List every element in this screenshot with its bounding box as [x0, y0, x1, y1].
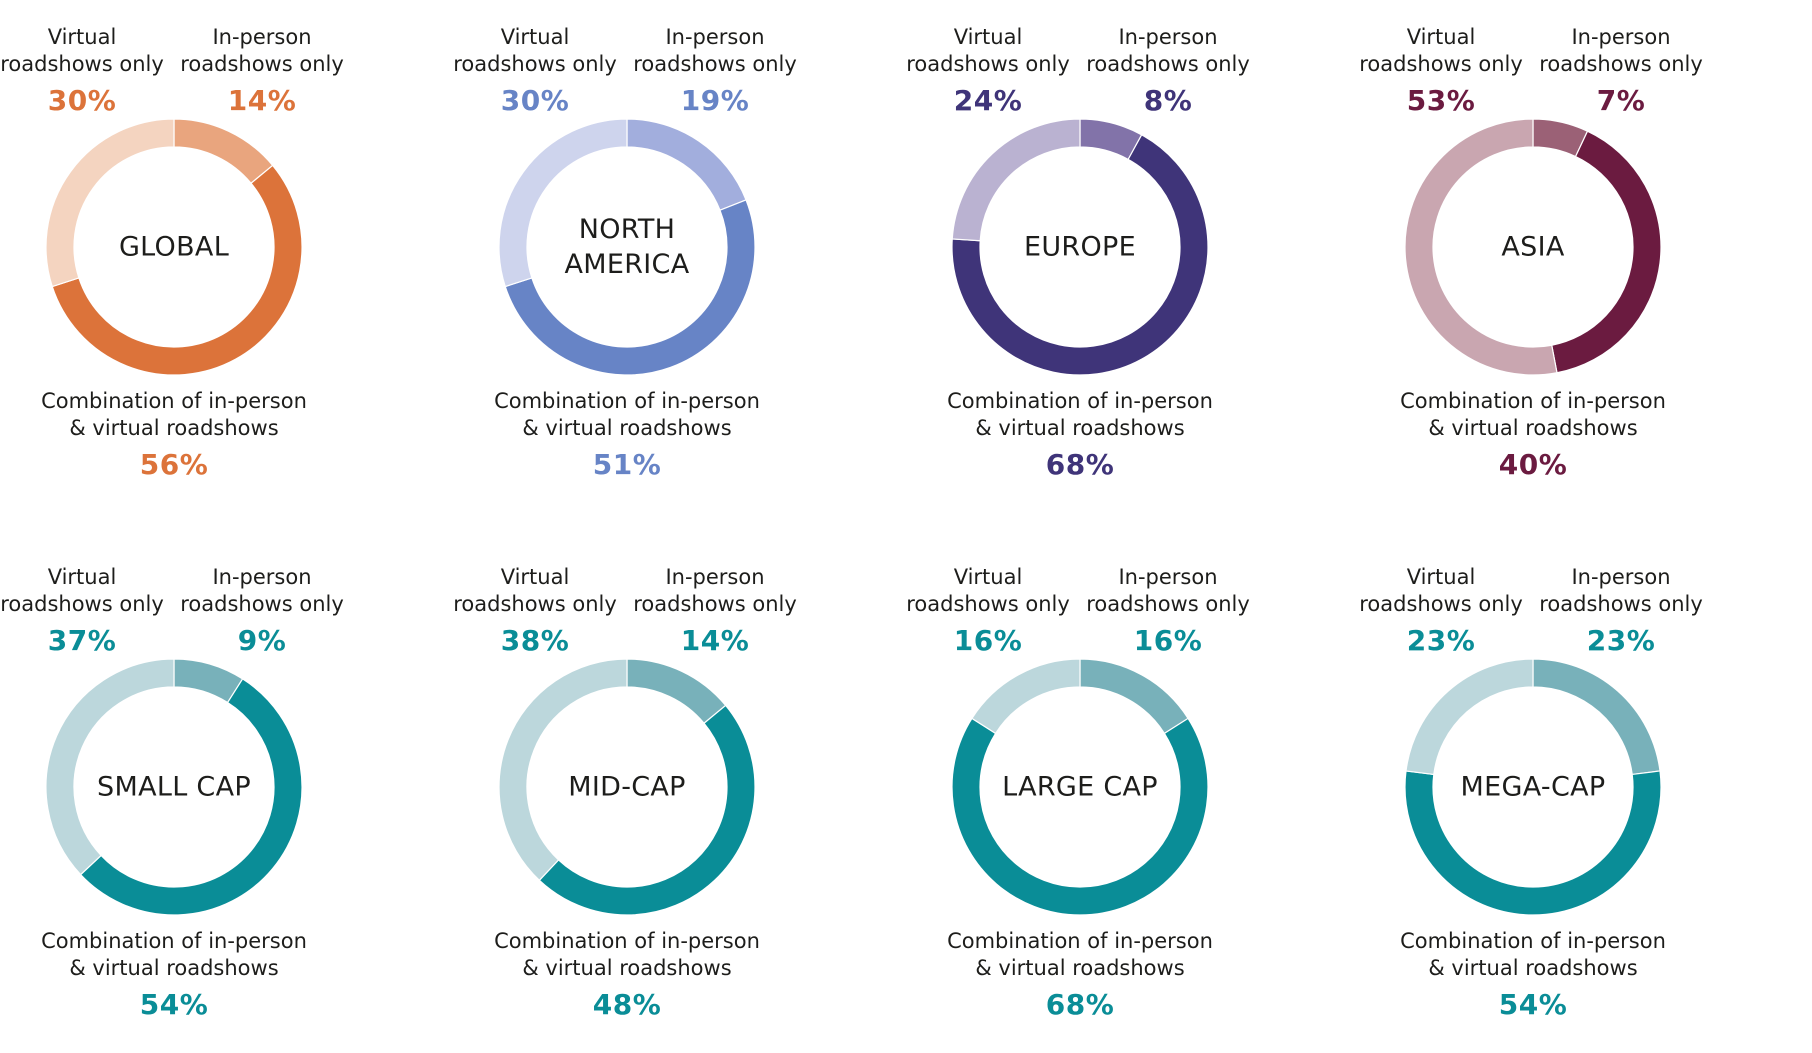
donut-panel-north-america: NORTH AMERICA In-person roadshows only 19%…: [453, 0, 906, 513]
label-combination: Combination of in-person & virtual roads…: [494, 389, 760, 440]
data-label-combination: 54%: [139, 988, 209, 1021]
label-combination: Combination of in-person & virtual roads…: [947, 389, 1213, 440]
data-label-in-person: 7%: [1596, 84, 1646, 117]
label-virtual: Virtual roadshows only: [0, 565, 164, 616]
donut-center-title: MEGA-CAP: [1460, 771, 1606, 803]
label-combination: Combination of in-person & virtual roads…: [1400, 389, 1666, 440]
label-in-person: In-person roadshows only: [1539, 565, 1703, 616]
donut-center-title: EUROPE: [1024, 231, 1136, 263]
label-in-person: In-person roadshows only: [1086, 565, 1250, 616]
label-virtual: Virtual roadshows only: [906, 25, 1070, 76]
donut-chart: [1404, 118, 1662, 376]
donut-slice-combination: [1551, 130, 1662, 374]
donut-chart: [45, 658, 303, 916]
donut-slice-combination: [51, 164, 303, 376]
donut-slice-virtual: [498, 658, 628, 882]
donut-slice-virtual: [45, 658, 175, 876]
donut-panel-small-cap: SMALL CAP In-person roadshows only 9% Combi…: [0, 540, 453, 1053]
donut-chart: [1404, 658, 1662, 916]
data-label-virtual: 16%: [953, 624, 1023, 657]
label-in-person: In-person roadshows only: [1539, 25, 1703, 76]
label-in-person: In-person roadshows only: [180, 25, 344, 76]
data-label-in-person: 19%: [680, 84, 750, 117]
donut-slice-in-person: [173, 118, 274, 185]
donut-slice-in-person: [1532, 658, 1661, 776]
data-label-virtual: 53%: [1406, 84, 1476, 117]
donut-panel-asia: ASIA In-person roadshows only 7% Combinatio…: [1359, 0, 1812, 513]
donut-chart: [498, 118, 756, 376]
donut-chart: [951, 118, 1209, 376]
donut-center-title: NORTH AMERICA: [564, 214, 690, 280]
data-label-in-person: 14%: [680, 624, 750, 657]
donut-slice-combination: [951, 134, 1209, 376]
donut-slice-combination: [1404, 770, 1662, 916]
label-combination: Combination of in-person & virtual roads…: [947, 929, 1213, 980]
data-label-in-person: 23%: [1586, 624, 1656, 657]
donut-slice-in-person: [626, 658, 727, 725]
donut-slice-virtual: [498, 118, 628, 288]
donut-panel-mid-cap: MID-CAP In-person roadshows only 14% Combin…: [453, 540, 906, 1053]
donut-slice-combination: [951, 717, 1209, 916]
label-combination: Combination of in-person & virtual roads…: [41, 389, 307, 440]
donut-center-title: LARGE CAP: [1002, 771, 1158, 803]
label-virtual: Virtual roadshows only: [1359, 565, 1523, 616]
data-label-combination: 51%: [592, 448, 662, 481]
donut-slice-combination: [79, 678, 303, 916]
label-virtual: Virtual roadshows only: [453, 565, 617, 616]
label-in-person: In-person roadshows only: [633, 565, 797, 616]
data-label-in-person: 9%: [237, 624, 287, 657]
data-label-virtual: 38%: [500, 624, 570, 657]
data-label-in-person: 8%: [1143, 84, 1193, 117]
donut-center-title: MID-CAP: [568, 771, 686, 803]
label-virtual: Virtual roadshows only: [906, 565, 1070, 616]
donut-slice-in-person: [1079, 658, 1189, 735]
data-label-virtual: 30%: [500, 84, 570, 117]
label-virtual: Virtual roadshows only: [0, 25, 164, 76]
label-in-person: In-person roadshows only: [1086, 25, 1250, 76]
donut-chart: [498, 658, 756, 916]
label-virtual: Virtual roadshows only: [453, 25, 617, 76]
donut-center-title: SMALL CAP: [97, 771, 251, 803]
donut-center-title: ASIA: [1501, 231, 1565, 263]
label-in-person: In-person roadshows only: [633, 25, 797, 76]
data-label-combination: 54%: [1498, 988, 1568, 1021]
donut-center-title: GLOBAL: [118, 231, 230, 263]
donut-chart: [45, 118, 303, 376]
donut-slice-virtual: [45, 118, 175, 288]
data-label-virtual: 37%: [47, 624, 117, 657]
data-label-virtual: 30%: [47, 84, 117, 117]
label-in-person: In-person roadshows only: [180, 565, 344, 616]
donut-panel-large-cap: LARGE CAP In-person roadshows only 16% Comb…: [906, 540, 1359, 1053]
donut-panel-global: GLOBAL In-person roadshows only 14% Combina…: [0, 0, 453, 513]
donut-slice-combination: [504, 199, 756, 376]
donut-chart: [951, 658, 1209, 916]
data-label-virtual: 23%: [1406, 624, 1476, 657]
label-virtual: Virtual roadshows only: [1359, 25, 1523, 76]
donut-slice-combination: [538, 704, 756, 916]
donut-slice-virtual: [1405, 658, 1534, 776]
data-label-combination: 68%: [1045, 448, 1115, 481]
data-label-virtual: 24%: [953, 84, 1023, 117]
donut-slice-virtual: [971, 658, 1081, 735]
donut-panel-europe: EUROPE In-person roadshows only 8% Combinat…: [906, 0, 1359, 513]
label-combination: Combination of in-person & virtual roads…: [1400, 929, 1666, 980]
data-label-combination: 48%: [592, 988, 662, 1021]
donut-slice-virtual: [1404, 118, 1558, 376]
data-label-in-person: 16%: [1133, 624, 1203, 657]
donut-slice-in-person: [626, 118, 747, 211]
donut-panel-mega-cap: MEGA-CAP In-person roadshows only 23% Combi…: [1359, 540, 1812, 1053]
label-combination: Combination of in-person & virtual roads…: [494, 929, 760, 980]
data-label-combination: 40%: [1498, 448, 1568, 481]
data-label-in-person: 14%: [227, 84, 297, 117]
data-label-combination: 56%: [139, 448, 209, 481]
donut-slice-virtual: [951, 118, 1081, 242]
data-label-combination: 68%: [1045, 988, 1115, 1021]
label-combination: Combination of in-person & virtual roads…: [41, 929, 307, 980]
